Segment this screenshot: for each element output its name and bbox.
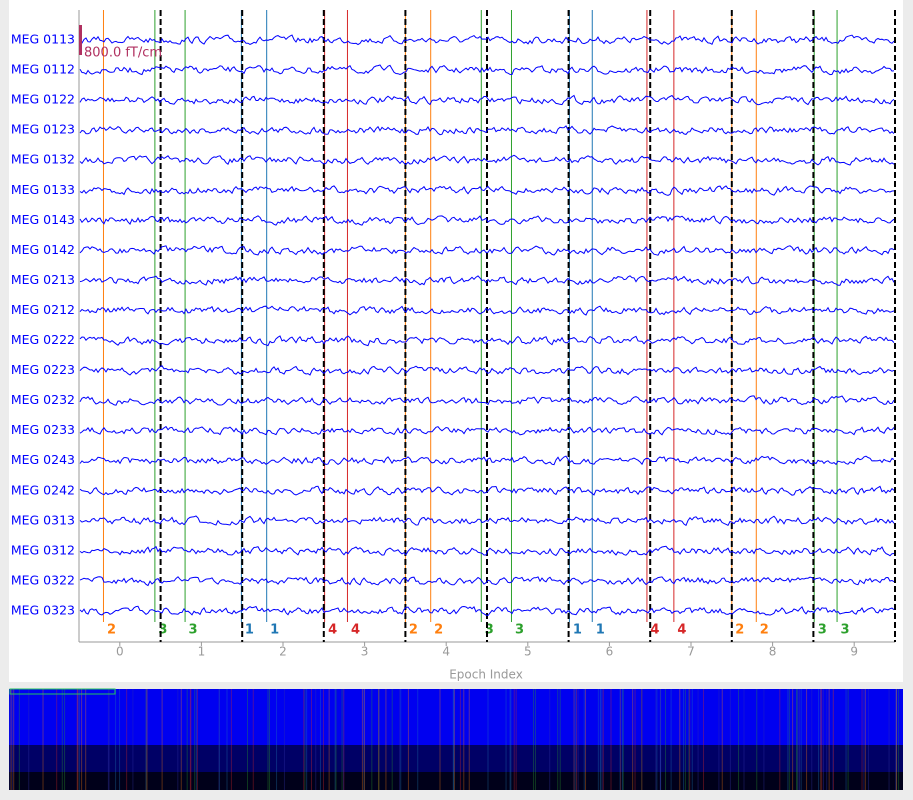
plot-background (9, 0, 903, 682)
trace (79, 275, 895, 286)
trace (79, 185, 895, 196)
overview-lines (9, 689, 900, 790)
x-tick-label: 0 (116, 645, 124, 659)
event-label: 1 (245, 623, 254, 638)
overview-band (9, 745, 903, 772)
trace (79, 576, 895, 587)
x-tick-label: 7 (687, 645, 695, 659)
trace (79, 215, 895, 226)
channel-label[interactable]: MEG 0213 (11, 272, 75, 287)
channel-label[interactable]: MEG 0242 (11, 482, 75, 497)
trace (79, 425, 895, 436)
trace (79, 94, 895, 106)
x-tick-label: 4 (442, 645, 450, 659)
channel-label[interactable]: MEG 0243 (11, 452, 75, 467)
trace (79, 64, 895, 76)
trace (79, 365, 895, 376)
event-label: 2 (409, 623, 418, 638)
channel-label[interactable]: MEG 0233 (11, 422, 75, 437)
channel-label[interactable]: MEG 0223 (11, 362, 75, 377)
trace (79, 305, 895, 316)
channel-label[interactable]: MEG 0113 (11, 32, 75, 47)
event-label: 3 (189, 623, 198, 638)
x-tick-label: 2 (279, 645, 287, 659)
event-label: 3 (515, 623, 524, 638)
event-label: 1 (270, 623, 279, 638)
event-label: 3 (158, 623, 167, 638)
overview-window[interactable] (9, 688, 116, 695)
trace (79, 34, 895, 46)
event-label: 4 (650, 623, 659, 638)
channel-label[interactable]: MEG 0232 (11, 392, 75, 407)
channel-label[interactable]: MEG 0132 (11, 152, 75, 167)
trace (79, 395, 895, 406)
trace (79, 245, 895, 256)
channel-label[interactable]: MEG 0142 (11, 242, 75, 257)
x-tick-label: 9 (850, 645, 858, 659)
event-label: 2 (735, 623, 744, 638)
trace (79, 335, 895, 347)
event-label: 4 (677, 623, 686, 638)
channel-label[interactable]: MEG 0222 (11, 332, 75, 347)
event-label: 1 (596, 623, 605, 638)
trace (79, 485, 895, 496)
channel-label[interactable]: MEG 0143 (11, 212, 75, 227)
overview-band (9, 772, 903, 790)
x-tick-label: 5 (524, 645, 532, 659)
channel-label[interactable]: MEG 0212 (11, 302, 75, 317)
x-axis-label: Epoch Index (449, 668, 523, 682)
event-label: 4 (328, 623, 337, 638)
x-tick-label: 3 (361, 645, 369, 659)
x-tick-label: 6 (606, 645, 614, 659)
trace (79, 455, 895, 466)
event-label: 1 (573, 623, 582, 638)
trace (79, 545, 895, 557)
event-label: 2 (760, 623, 769, 638)
channel-label[interactable]: MEG 0112 (11, 62, 75, 77)
trace (79, 125, 895, 136)
trace (79, 605, 895, 617)
event-label: 3 (485, 623, 494, 638)
channel-label[interactable]: MEG 0312 (11, 542, 75, 557)
channel-label[interactable]: MEG 0323 (11, 603, 75, 618)
channel-label[interactable]: MEG 0123 (11, 122, 75, 137)
channel-label[interactable]: MEG 0322 (11, 572, 75, 587)
x-tick-label: 1 (198, 645, 206, 659)
scale-bar (79, 25, 82, 55)
scale-label: 800.0 fT/cm (84, 46, 162, 61)
event-label: 3 (841, 623, 850, 638)
x-tick-label: 8 (769, 645, 777, 659)
event-label: 4 (351, 623, 360, 638)
trace (79, 154, 895, 166)
channel-label[interactable]: MEG 0133 (11, 182, 75, 197)
channel-label[interactable]: MEG 0122 (11, 92, 75, 107)
channel-label[interactable]: MEG 0313 (11, 512, 75, 527)
trace (79, 515, 895, 527)
event-label: 2 (434, 623, 443, 638)
event-label: 3 (818, 623, 827, 638)
event-label: 2 (107, 623, 116, 638)
